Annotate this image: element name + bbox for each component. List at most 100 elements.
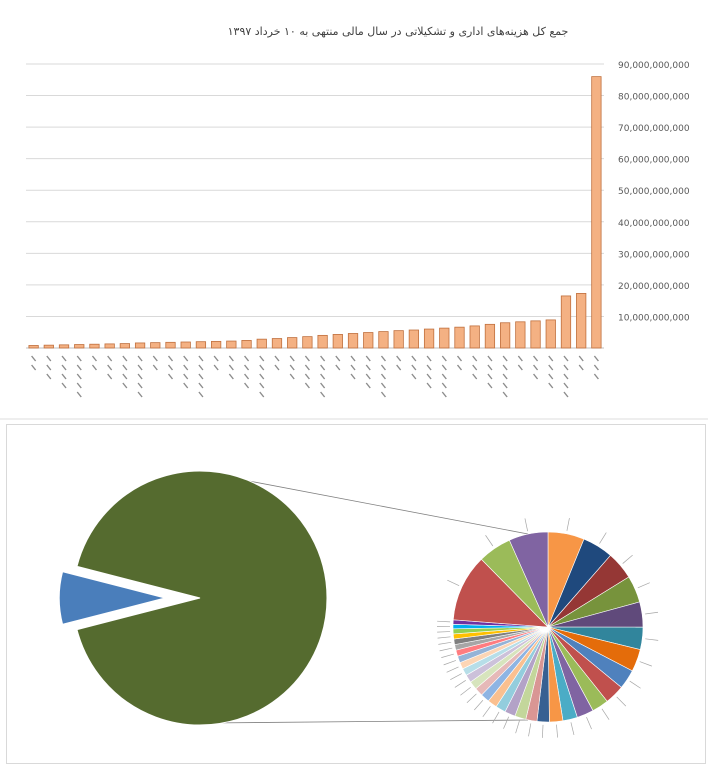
bar: [150, 342, 161, 349]
x-tick-mark: [380, 373, 386, 380]
x-tick-mark: [183, 382, 189, 389]
x-tick-mark: [350, 373, 356, 380]
x-tick-mark: [304, 364, 310, 371]
x-tick-mark: [46, 364, 52, 371]
x-tick-mark: [183, 364, 189, 371]
x-tick-mark: [183, 373, 189, 380]
x-tick-mark: [244, 364, 250, 371]
x-tick-mark: [396, 355, 402, 362]
pie-slice: [508, 531, 549, 628]
bar: [104, 343, 115, 349]
bar: [271, 338, 283, 349]
leader-line: [485, 535, 494, 547]
x-tick-mark: [502, 382, 508, 389]
breakdown-pie: [436, 518, 659, 738]
y-tick-label: 20,000,000,000: [618, 282, 690, 292]
bar: [591, 76, 602, 349]
bar: [469, 325, 480, 349]
leader-line: [622, 554, 633, 564]
x-tick-mark: [380, 391, 386, 398]
bar: [195, 341, 207, 349]
leader-line: [637, 582, 650, 589]
x-tick-mark: [152, 355, 158, 362]
leader-line: [599, 532, 607, 544]
x-tick-mark: [167, 355, 174, 362]
leader-line: [450, 673, 462, 681]
x-tick-mark: [76, 373, 82, 380]
leader-line: [629, 680, 641, 689]
x-tick-mark: [320, 391, 326, 398]
x-tick-mark: [107, 364, 113, 371]
gridlines: [26, 63, 604, 349]
connector-line: [206, 719, 529, 724]
x-tick-mark: [198, 373, 204, 380]
x-tick-mark: [533, 355, 539, 362]
x-tick-mark: [320, 382, 326, 389]
leader-line: [645, 611, 659, 615]
pie-connectors: [206, 472, 529, 724]
leader-line: [515, 720, 520, 734]
x-tick-mark: [259, 391, 265, 398]
x-tick-mark: [198, 364, 204, 371]
leader-line: [437, 636, 451, 639]
x-tick-mark: [335, 364, 341, 371]
x-tick-mark: [563, 382, 569, 389]
x-tick-mark: [304, 382, 310, 389]
x-tick-mark: [137, 382, 143, 389]
main-pie: [58, 470, 328, 726]
x-tick-mark: [578, 355, 584, 362]
x-tick-mark: [548, 373, 554, 380]
y-tick-label: 40,000,000,000: [618, 219, 690, 229]
bar: [134, 342, 146, 349]
x-tick-mark: [517, 355, 523, 362]
x-tick-mark: [487, 364, 493, 371]
y-tick-labels: 10,000,000,000 20,000,000,000 30,000,000,0…: [618, 61, 690, 323]
x-tick-mark: [502, 373, 508, 380]
x-tick-mark: [228, 364, 234, 371]
x-tick-mark: [76, 364, 82, 371]
leader-line: [447, 579, 460, 587]
x-tick-mark: [365, 382, 371, 389]
x-tick-mark: [274, 355, 280, 362]
x-tick-mark: [76, 382, 82, 389]
y-tick-label: 70,000,000,000: [618, 124, 690, 134]
x-tick-mark: [61, 364, 67, 371]
x-tick-mark: [411, 373, 417, 380]
x-tick-mark: [548, 364, 554, 371]
y-tick-label: 30,000,000,000: [618, 250, 690, 260]
x-tick-mark: [122, 364, 128, 371]
x-tick-mark: [61, 373, 67, 380]
leader-line: [524, 518, 528, 532]
x-tick-mark: [304, 373, 310, 380]
bar: [560, 295, 572, 349]
x-tick-mark: [304, 355, 310, 362]
bar: [89, 343, 100, 349]
x-tick-mark: [426, 382, 432, 389]
x-tick-mark: [122, 382, 128, 389]
x-tick-mark: [259, 373, 265, 380]
x-tick-mark: [122, 373, 128, 380]
y-tick-label: 60,000,000,000: [618, 156, 690, 166]
leader-line: [528, 723, 532, 737]
x-tick-mark: [198, 382, 204, 389]
leader-line: [586, 716, 592, 730]
x-tick-mark: [533, 364, 539, 371]
x-tick-mark: [137, 391, 143, 398]
bar: [393, 330, 404, 349]
x-tick-mark: [487, 382, 493, 389]
x-tick-mark: [548, 382, 554, 389]
bar: [28, 345, 39, 349]
y-tick-label: 10,000,000,000: [618, 313, 690, 323]
bar: [226, 340, 237, 349]
leader-line: [466, 693, 477, 704]
leader-line: [446, 666, 459, 673]
x-tick-mark: [198, 355, 204, 362]
pie-slice-exploded: [58, 570, 167, 626]
x-tick-mark: [167, 373, 174, 380]
x-tick-mark: [487, 373, 493, 380]
x-tick-mark: [426, 373, 432, 380]
x-tick-marks: [31, 355, 599, 398]
x-tick-mark: [441, 391, 447, 398]
x-tick-mark: [411, 355, 417, 362]
pie-slice-main: [76, 470, 328, 726]
